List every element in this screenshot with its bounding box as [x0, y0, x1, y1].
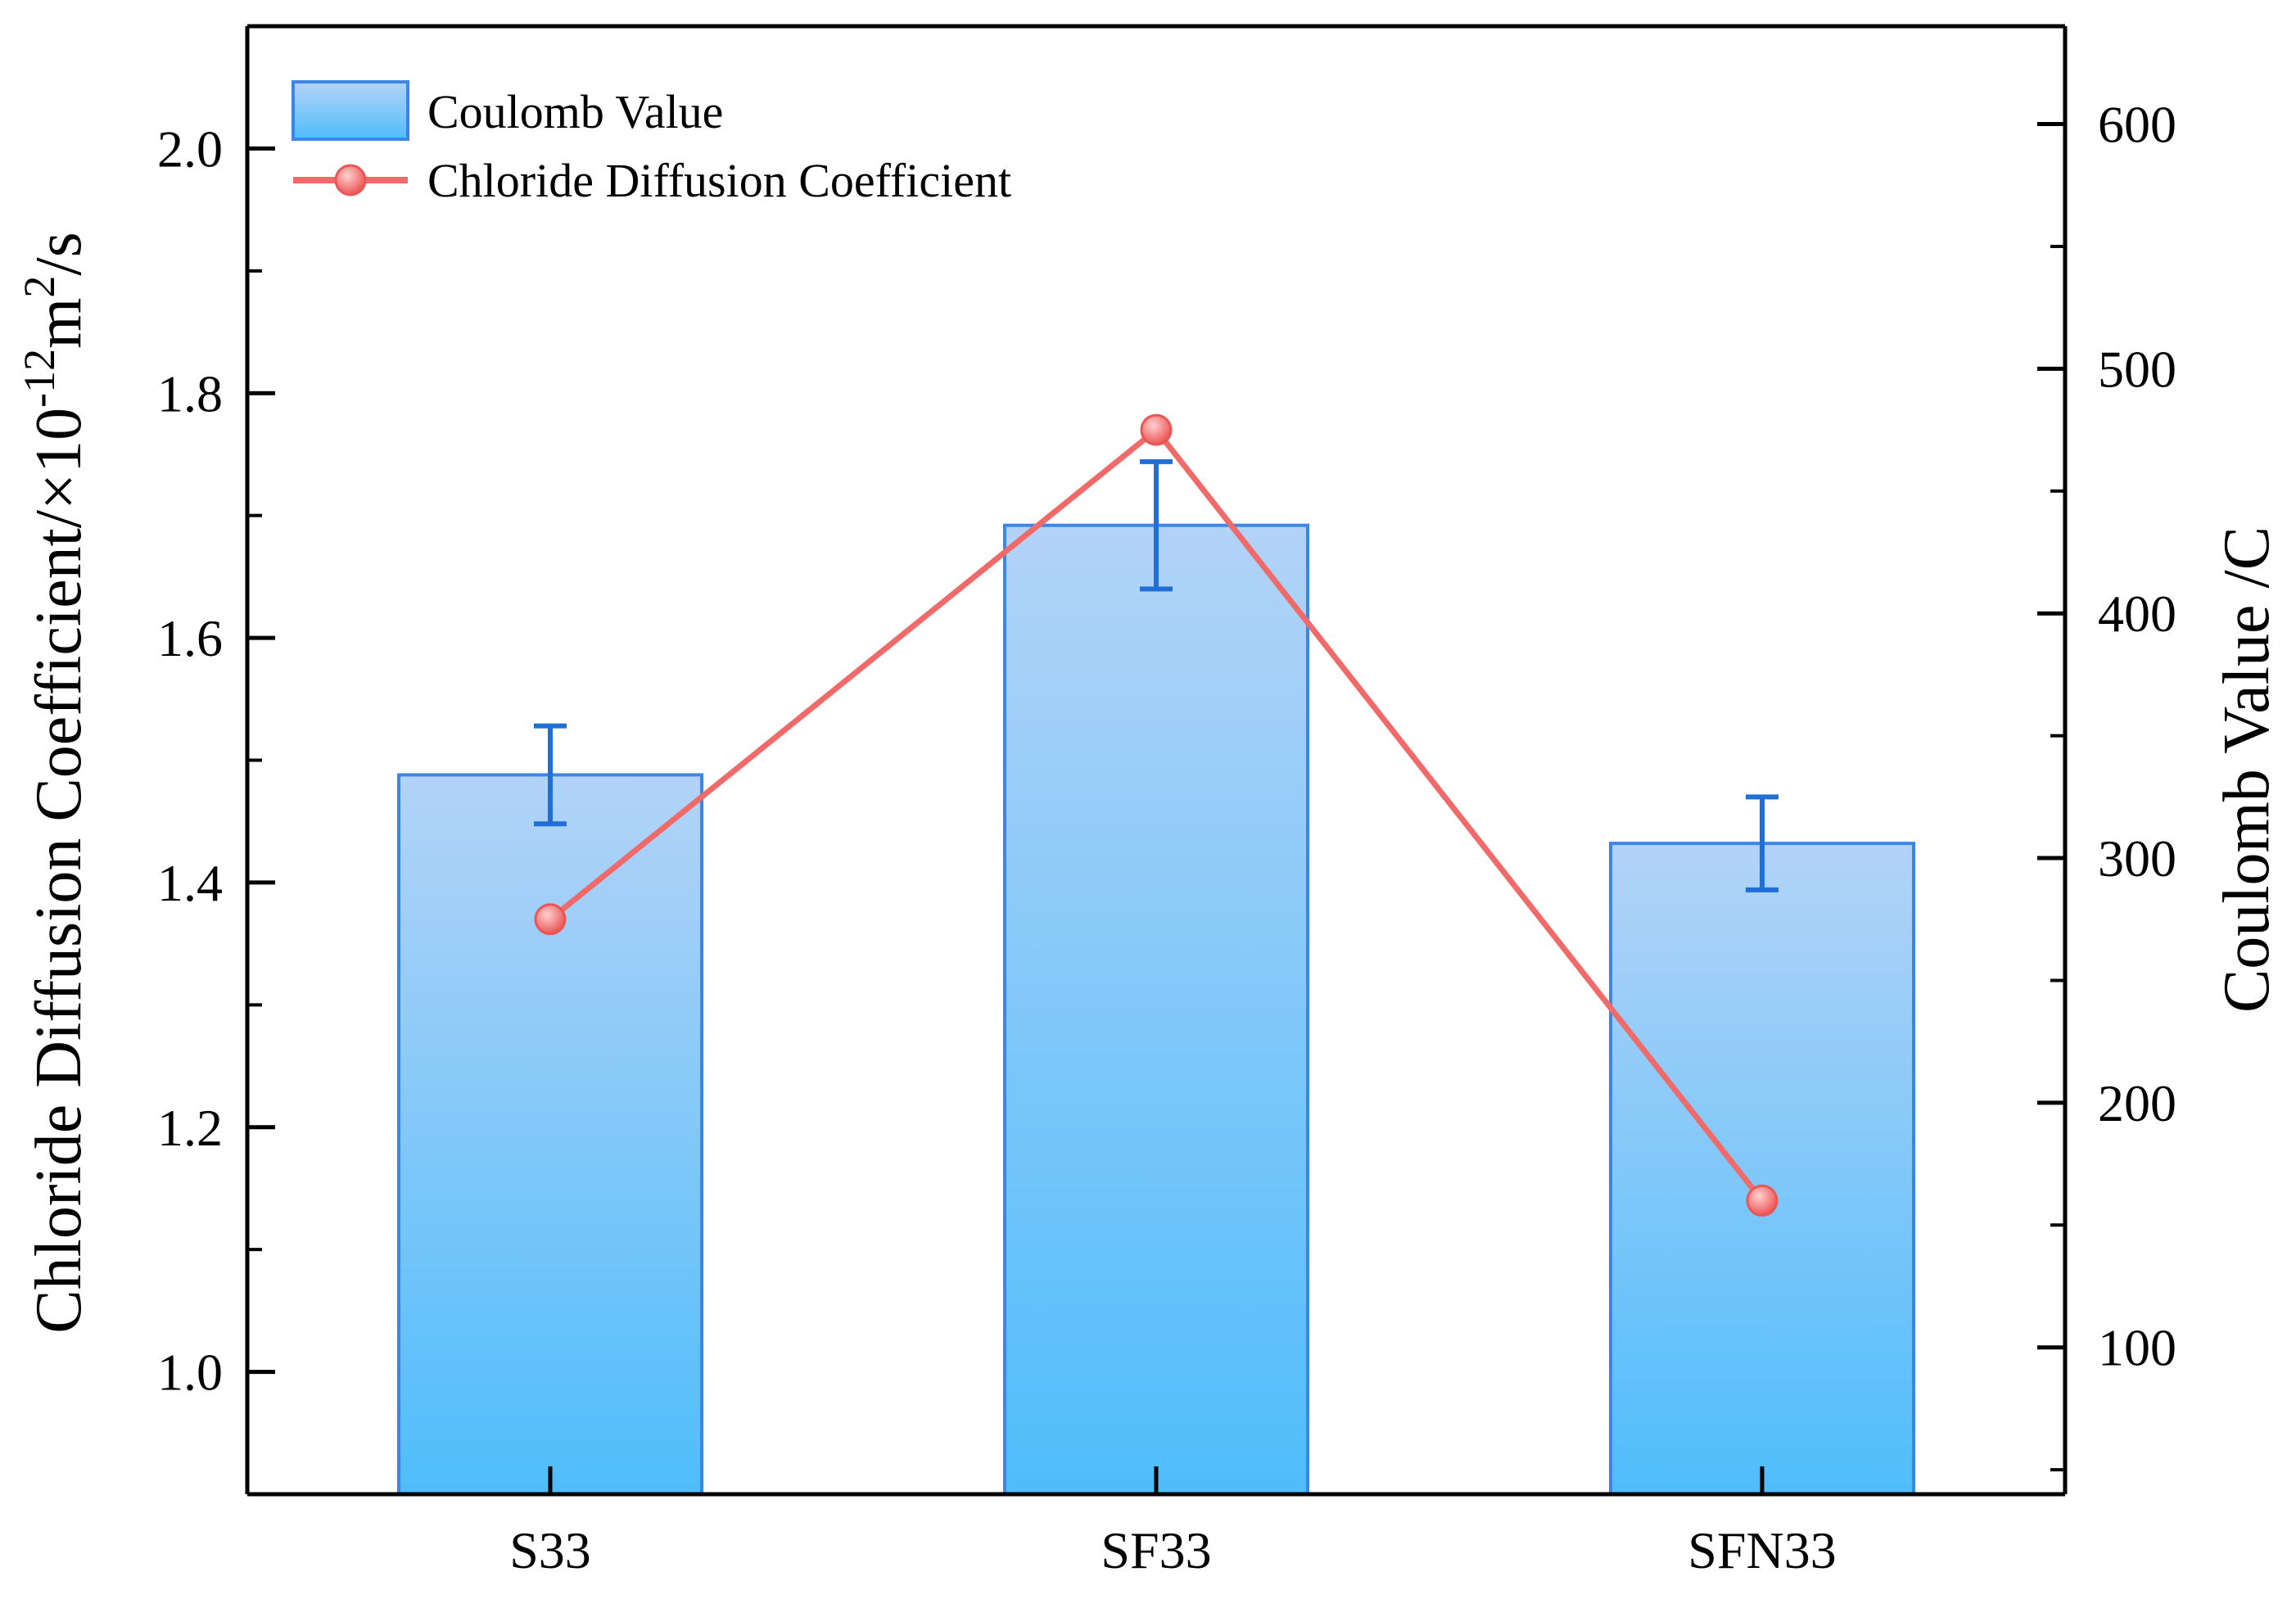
y-left-tick-label: 1.8 — [157, 364, 223, 422]
bars-layer — [397, 458, 1915, 1497]
chloride-point-S33 — [534, 903, 567, 936]
y-left-tick-label: 2.0 — [157, 120, 223, 178]
line-layer — [534, 413, 1778, 1217]
chloride-point-SF33 — [1140, 413, 1173, 446]
y-right-axis-title: Coulomb Value /C — [2211, 526, 2283, 1013]
legend-label-coulomb: Coulomb Value — [427, 85, 723, 138]
chloride-point-SFN33 — [1746, 1184, 1778, 1217]
error-bar-SFN33 — [1746, 794, 1778, 892]
error-bar-SF33 — [1140, 458, 1173, 592]
y-right-tick-label: 600 — [2098, 96, 2176, 154]
y-left-tick-label: 1.4 — [157, 854, 223, 912]
y-left-axis-title: Chloride Diffusion Coefficient/×10-12m2/… — [15, 232, 95, 1333]
bar-S33 — [397, 773, 703, 1496]
bar-SFN33 — [1609, 842, 1915, 1497]
ticks-layer: 1.0 1.2 1.4 1.6 1.8 2.0 100 200 300 400 500 600 S33 S… — [157, 25, 2176, 1579]
legend-label-chloride: Chloride Diffusion Coefficient — [427, 154, 1011, 207]
x-tick-label-SFN33: SFN33 — [1688, 1521, 1836, 1579]
y-right-tick-label: 200 — [2098, 1074, 2176, 1132]
error-bar-S33 — [534, 723, 567, 827]
bar-SF33 — [1003, 523, 1309, 1496]
y-right-tick-label: 100 — [2098, 1319, 2176, 1377]
y-left-tick-label: 1.0 — [157, 1344, 223, 1402]
legend: Coulomb Value Chloride Diffusion Coeffic… — [292, 80, 1011, 207]
x-tick-label-SF33: SF33 — [1101, 1521, 1211, 1579]
y-right-tick-label: 500 — [2098, 340, 2176, 398]
legend-marker-swatch — [334, 164, 367, 196]
y-left-tick-label: 1.2 — [157, 1099, 223, 1157]
x-tick-label-S33: S33 — [509, 1521, 591, 1579]
y-right-tick-label: 400 — [2098, 585, 2176, 643]
legend-bar-swatch — [292, 80, 409, 141]
y-right-tick-label: 300 — [2098, 829, 2176, 888]
y-left-tick-label: 1.6 — [157, 609, 223, 667]
